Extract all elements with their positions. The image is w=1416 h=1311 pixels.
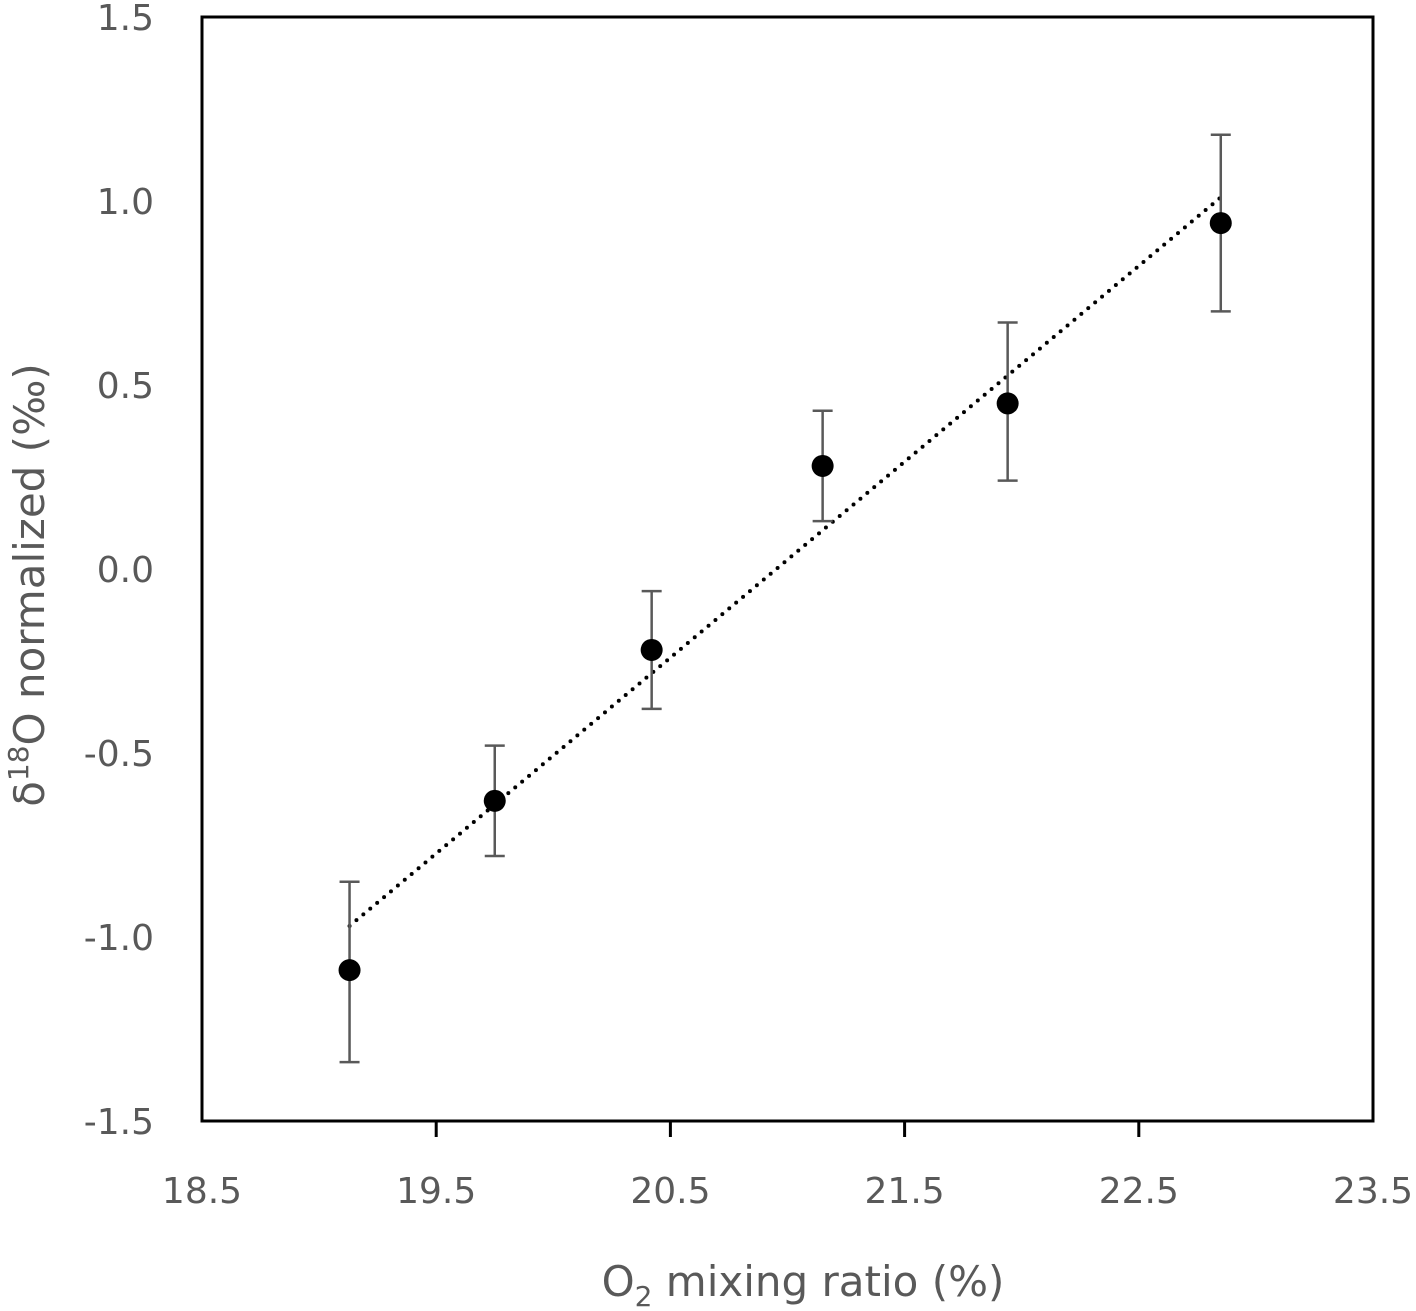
data-point xyxy=(1209,212,1232,235)
x-tick-label: 20.5 xyxy=(630,1171,710,1212)
x-tick-label: 19.5 xyxy=(396,1171,476,1212)
y-tick-label: -0.5 xyxy=(84,734,154,775)
data-point xyxy=(483,789,506,812)
x-axis-ticks: 18.5 19.5 20.5 21.5 22.5 23.5 xyxy=(162,1121,1413,1212)
trendline-path xyxy=(347,195,1223,928)
error-bars xyxy=(339,133,1231,1064)
trendline xyxy=(347,195,1223,928)
y-tick-label: -1.0 xyxy=(84,918,154,959)
data-point xyxy=(996,392,1019,415)
data-points xyxy=(338,212,1232,982)
data-point xyxy=(338,959,361,982)
y-axis-title: δ18O normalized (‰) xyxy=(2,363,54,807)
x-tick-label: 22.5 xyxy=(1099,1171,1179,1212)
x-axis-title: O2 mixing ratio (%) xyxy=(602,1257,1005,1311)
x-tick-label: 23.5 xyxy=(1333,1171,1413,1212)
y-axis-tick-labels: -1.5 -1.0 -0.5 0.0 0.5 1.0 1.5 xyxy=(84,0,154,1143)
y-tick-label: 0.5 xyxy=(97,366,154,407)
y-tick-label: 1.0 xyxy=(97,182,154,223)
plot-area-frame xyxy=(200,15,1375,1123)
x-tick-label: 21.5 xyxy=(865,1171,945,1212)
y-tick-label: 1.5 xyxy=(97,0,154,39)
data-point xyxy=(640,638,663,661)
x-tick-label: 18.5 xyxy=(162,1171,242,1212)
y-tick-label: -1.5 xyxy=(84,1102,154,1143)
data-point xyxy=(811,454,834,477)
y-tick-label: 0.0 xyxy=(97,550,154,591)
